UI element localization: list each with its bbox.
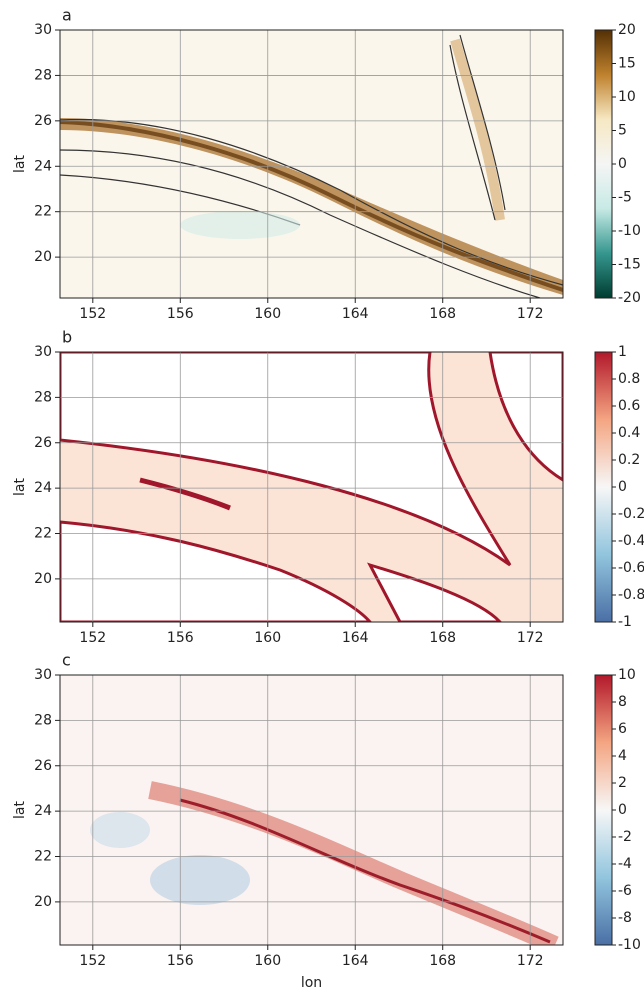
colorbar-tick-label: 0.2 [618,452,640,468]
y-tick-label: 28 [34,389,52,405]
y-tick-label: 26 [34,113,52,129]
x-tick-label: 164 [342,306,369,322]
colorbar-tick-label: 8 [618,694,627,710]
y-tick-label: 28 [34,712,52,728]
colorbar-tick-label: -1 [618,614,632,630]
x-tick-label: 172 [517,306,544,322]
colorbar-tick-label: -0.4 [618,533,644,549]
x-axis-label: lon [301,975,322,991]
colorbar [594,29,613,299]
colorbar-tick-label: 15 [618,56,636,72]
x-tick-label: 160 [254,630,281,646]
y-tick-label: 26 [34,435,52,451]
colorbar-tick-label: 0.4 [618,425,640,441]
colorbar-tick-label: -4 [618,856,632,872]
plot-frame [59,351,564,623]
colorbar-tick-label: 0 [618,802,627,818]
colorbar-tick-label: -8 [618,910,632,926]
panel-label: a [62,6,72,25]
colorbar-tick-label: -0.8 [618,587,644,603]
colorbar-tick-label: -20 [618,290,641,306]
plot-frame [59,674,564,946]
colorbar-tick-label: -0.6 [618,560,644,576]
colorbar-tick-label: 2 [618,775,627,791]
panel-label: b [62,328,72,347]
plot-frame [59,29,564,299]
y-tick-label: 26 [34,758,52,774]
x-tick-label: 168 [429,306,456,322]
colorbar-tick-label: -10 [618,937,641,953]
x-tick-label: 164 [342,630,369,646]
x-tick-label: 152 [79,953,106,969]
y-tick-label: 22 [34,849,52,865]
y-axis-label: lat [12,478,28,496]
y-axis-label: lat [12,155,28,173]
y-tick-label: 30 [34,667,52,683]
x-tick-label: 168 [429,953,456,969]
x-tick-label: 152 [79,630,106,646]
colorbar-tick-label: 10 [618,667,636,683]
x-tick-label: 160 [254,306,281,322]
y-tick-label: 28 [34,67,52,83]
colorbar-tick-label: 5 [618,123,627,139]
colorbar-tick-label: -5 [618,190,632,206]
x-tick-label: 172 [517,630,544,646]
x-tick-label: 164 [342,953,369,969]
colorbar-tick-label: 0 [618,156,627,172]
colorbar-tick-label: -6 [618,883,632,899]
x-tick-label: 160 [254,953,281,969]
x-tick-label: 156 [167,630,194,646]
colorbar-tick-label: -15 [618,257,641,273]
y-tick-label: 30 [34,344,52,360]
x-tick-label: 156 [167,953,194,969]
y-tick-label: 20 [34,249,52,265]
colorbar-tick-label: -10 [618,223,641,239]
colorbar-tick-label: 6 [618,721,627,737]
colorbar-tick-label: -2 [618,829,632,845]
colorbar-tick-label: 0.8 [618,371,640,387]
colorbar-tick-label: 1 [618,344,627,360]
x-tick-label: 172 [517,953,544,969]
field-a [60,30,563,298]
y-tick-label: 24 [34,158,52,174]
x-tick-label: 168 [429,630,456,646]
y-tick-label: 30 [34,22,52,38]
y-tick-label: 22 [34,204,52,220]
y-tick-label: 20 [34,894,52,910]
colorbar [594,351,613,623]
colorbar-tick-label: 20 [618,22,636,38]
y-axis-label: lat [12,801,28,819]
y-tick-label: 24 [34,480,52,496]
panel-label: c [62,651,71,670]
colorbar [594,674,613,946]
colorbar-tick-label: 10 [618,89,636,105]
y-tick-label: 24 [34,803,52,819]
colorbar-tick-label: 0.6 [618,398,640,414]
colorbar-tick-label: 0 [618,479,627,495]
field-b [60,352,563,622]
colorbar-tick-label: -0.2 [618,506,644,522]
field-c [60,675,563,945]
y-tick-label: 22 [34,526,52,542]
x-tick-label: 156 [167,306,194,322]
colorbar-tick-label: 4 [618,748,627,764]
x-tick-label: 152 [79,306,106,322]
y-tick-label: 20 [34,571,52,587]
